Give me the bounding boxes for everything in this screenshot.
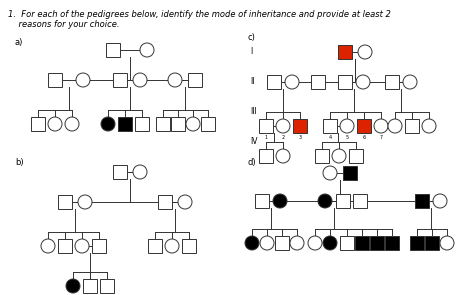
Text: 3: 3 — [299, 135, 301, 140]
Bar — [158, 195, 172, 209]
Text: d): d) — [248, 158, 256, 167]
Circle shape — [168, 73, 182, 87]
Circle shape — [422, 119, 436, 133]
Bar — [338, 75, 352, 89]
Bar — [48, 73, 62, 87]
Bar — [83, 279, 97, 293]
Bar — [338, 45, 352, 59]
Circle shape — [323, 166, 337, 180]
Text: II: II — [250, 78, 255, 86]
Bar — [113, 165, 127, 179]
Circle shape — [65, 117, 79, 131]
Text: III: III — [250, 107, 257, 117]
Text: 1: 1 — [264, 135, 267, 140]
Bar — [182, 239, 196, 253]
Bar — [425, 236, 439, 250]
Bar — [92, 239, 106, 253]
Circle shape — [308, 236, 322, 250]
Circle shape — [260, 236, 274, 250]
Bar — [106, 43, 120, 57]
Circle shape — [165, 239, 179, 253]
Circle shape — [356, 75, 370, 89]
Circle shape — [75, 239, 89, 253]
Bar — [267, 75, 281, 89]
Text: I: I — [250, 47, 252, 57]
Circle shape — [285, 75, 299, 89]
Bar — [148, 239, 162, 253]
Bar — [113, 73, 127, 87]
Bar — [156, 117, 170, 131]
Circle shape — [440, 236, 454, 250]
Circle shape — [323, 236, 337, 250]
Text: 5: 5 — [346, 135, 348, 140]
Bar — [336, 194, 350, 208]
Circle shape — [41, 239, 55, 253]
Circle shape — [48, 117, 62, 131]
Bar — [315, 149, 329, 163]
Bar — [135, 117, 149, 131]
Circle shape — [133, 165, 147, 179]
Circle shape — [273, 194, 287, 208]
Circle shape — [66, 279, 80, 293]
Bar — [171, 117, 185, 131]
Bar — [118, 117, 132, 131]
Bar — [385, 75, 399, 89]
Circle shape — [403, 75, 417, 89]
Circle shape — [433, 194, 447, 208]
Circle shape — [290, 236, 304, 250]
Circle shape — [388, 119, 402, 133]
Circle shape — [318, 194, 332, 208]
Bar — [201, 117, 215, 131]
Bar — [31, 117, 45, 131]
Bar — [311, 75, 325, 89]
Circle shape — [76, 73, 90, 87]
Circle shape — [140, 43, 154, 57]
Circle shape — [186, 117, 200, 131]
Circle shape — [332, 149, 346, 163]
Text: 1.  For each of the pedigrees below, identify the mode of inheritance and provid: 1. For each of the pedigrees below, iden… — [8, 10, 391, 19]
Circle shape — [340, 119, 354, 133]
Circle shape — [101, 117, 115, 131]
Circle shape — [374, 119, 388, 133]
Text: c): c) — [248, 33, 256, 42]
Bar — [259, 149, 273, 163]
Circle shape — [276, 149, 290, 163]
Circle shape — [133, 73, 147, 87]
Text: reasons for your choice.: reasons for your choice. — [8, 20, 119, 29]
Text: IV: IV — [250, 137, 257, 147]
Text: 7: 7 — [380, 135, 383, 140]
Bar — [259, 119, 273, 133]
Bar — [410, 236, 424, 250]
Bar — [405, 119, 419, 133]
Bar — [255, 194, 269, 208]
Circle shape — [358, 45, 372, 59]
Bar — [58, 239, 72, 253]
Bar — [370, 236, 384, 250]
Bar — [357, 119, 371, 133]
Text: 2: 2 — [282, 135, 284, 140]
Bar — [353, 194, 367, 208]
Circle shape — [245, 236, 259, 250]
Bar — [323, 119, 337, 133]
Bar — [100, 279, 114, 293]
Circle shape — [178, 195, 192, 209]
Bar — [58, 195, 72, 209]
Bar — [340, 236, 354, 250]
Bar — [188, 73, 202, 87]
Bar — [355, 236, 369, 250]
Bar — [293, 119, 307, 133]
Bar — [349, 149, 363, 163]
Text: a): a) — [15, 38, 23, 47]
Circle shape — [276, 119, 290, 133]
Text: 6: 6 — [363, 135, 365, 140]
Bar — [275, 236, 289, 250]
Circle shape — [78, 195, 92, 209]
Bar — [343, 166, 357, 180]
Text: 4: 4 — [328, 135, 331, 140]
Bar — [415, 194, 429, 208]
Text: b): b) — [15, 158, 24, 167]
Bar — [385, 236, 399, 250]
